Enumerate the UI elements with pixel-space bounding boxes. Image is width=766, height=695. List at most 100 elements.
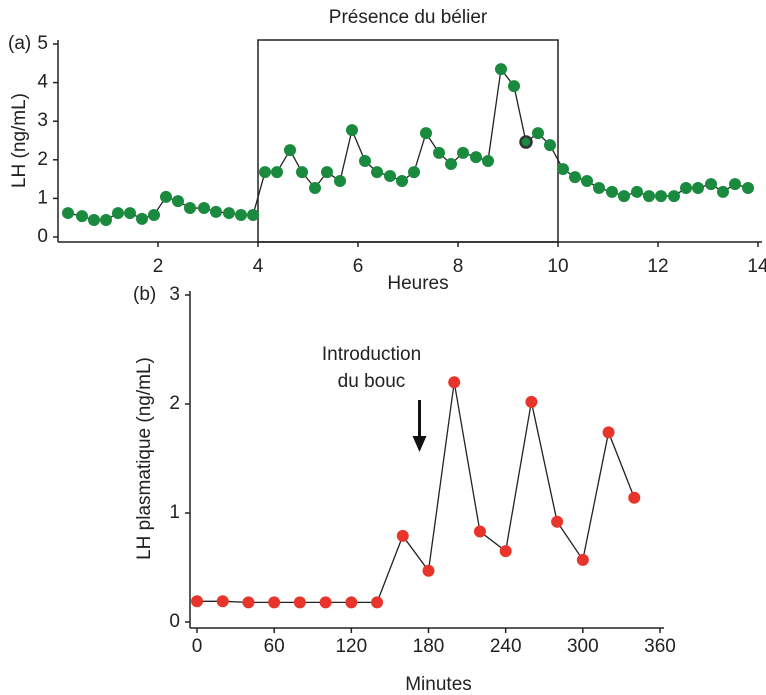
data-point [268, 596, 281, 609]
data-point [284, 144, 296, 157]
data-point [705, 178, 717, 191]
box-label: Présence du bélier [329, 7, 488, 28]
data-point [408, 166, 420, 179]
data-point [643, 190, 655, 203]
data-point [396, 529, 409, 542]
data-point [345, 596, 358, 609]
data-point [124, 207, 136, 220]
data-point [668, 190, 680, 203]
data-point [557, 163, 569, 176]
y-tick-label: 3 [37, 110, 48, 131]
series-line [197, 382, 635, 604]
data-point [191, 595, 203, 608]
data-point [235, 208, 247, 221]
data-point [495, 63, 507, 76]
data-point [742, 181, 754, 194]
data-point [112, 207, 124, 220]
data-point [259, 166, 271, 179]
data-point [473, 525, 486, 538]
x-tick-label: 0 [192, 636, 203, 657]
x-axis-label: Minutes [405, 674, 472, 695]
data-point [680, 181, 692, 194]
data-point [576, 553, 589, 566]
data-point [717, 185, 729, 198]
x-tick-label: 12 [647, 256, 668, 277]
data-point [148, 208, 160, 221]
data-point [88, 214, 100, 227]
y-tick-label: 1 [169, 502, 180, 523]
data-point [551, 515, 564, 528]
x-tick-label: 6 [353, 256, 364, 277]
data-point [321, 166, 333, 179]
y-tick-label: 5 [37, 33, 48, 54]
data-point [293, 596, 306, 609]
x-tick-label: 240 [490, 636, 522, 657]
data-point [247, 208, 259, 221]
annotation: Introduction [322, 344, 421, 365]
data-point [729, 178, 741, 191]
data-point [359, 154, 371, 167]
data-point [445, 158, 457, 171]
data-point [396, 175, 408, 188]
y-tick-label: 0 [169, 611, 180, 632]
data-point [198, 202, 210, 215]
y-tick-label: 4 [37, 72, 48, 93]
x-tick-label: 60 [264, 636, 285, 657]
data-point [309, 181, 321, 194]
data-point [319, 596, 332, 609]
data-point [62, 207, 74, 220]
y-tick-label: 3 [169, 284, 180, 305]
data-point [606, 185, 618, 198]
data-point [631, 185, 643, 198]
data-point [457, 146, 469, 159]
y-axis-label: LH (ng/mL) [9, 93, 30, 188]
data-point [184, 202, 196, 215]
data-point [346, 124, 358, 137]
data-point [692, 181, 704, 194]
data-point [532, 127, 544, 140]
data-point [271, 166, 283, 179]
y-axis-label: LH plasmatique (ng/mL) [134, 357, 155, 560]
data-point [296, 166, 308, 179]
data-point [581, 175, 593, 188]
data-point [433, 146, 445, 159]
panel-label: (b) [133, 284, 156, 305]
y-tick-label: 0 [37, 226, 48, 247]
x-tick-label: 300 [567, 636, 599, 657]
x-tick-label: 120 [335, 636, 367, 657]
data-point [448, 376, 461, 389]
data-point [334, 175, 346, 188]
x-tick-label: 4 [253, 256, 264, 277]
annotation: du bouc [338, 371, 406, 392]
data-point [172, 195, 184, 208]
data-point [371, 166, 383, 179]
data-point [160, 190, 172, 203]
data-point [384, 170, 396, 183]
data-point [482, 154, 494, 167]
data-point [618, 190, 630, 203]
x-tick-label: 8 [453, 256, 464, 277]
data-point [420, 127, 432, 140]
data-point [136, 212, 148, 225]
y-tick-label: 2 [169, 393, 180, 414]
data-point [216, 595, 229, 608]
data-point [602, 426, 615, 439]
data-point [210, 205, 222, 218]
data-point [76, 210, 88, 223]
x-tick-label: 10 [547, 256, 568, 277]
data-point [655, 190, 667, 203]
y-tick-label: 2 [37, 149, 48, 170]
arrow-head [412, 436, 427, 452]
data-point [544, 139, 556, 152]
x-tick-label: 180 [413, 636, 445, 657]
data-point [100, 214, 112, 227]
data-point [223, 207, 235, 220]
data-point [593, 181, 605, 194]
data-point [519, 135, 533, 149]
data-point [508, 80, 520, 93]
data-point [628, 491, 641, 504]
data-point [525, 395, 538, 408]
data-point [470, 151, 482, 164]
x-tick-label: 360 [644, 636, 676, 657]
